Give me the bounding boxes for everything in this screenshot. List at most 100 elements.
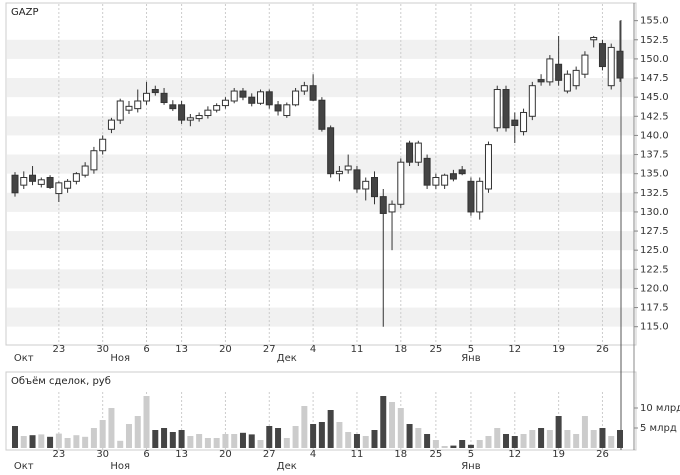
candle-body xyxy=(528,85,536,117)
candle-body xyxy=(572,69,580,87)
volume-bar xyxy=(336,422,343,448)
candle-body xyxy=(81,165,89,176)
candle-body xyxy=(186,117,194,121)
y-tick-label: 122.5 xyxy=(640,264,669,275)
volume-bar xyxy=(204,438,211,448)
y-tick-label: 150.0 xyxy=(640,54,669,65)
candle-body xyxy=(327,127,335,175)
volume-bar xyxy=(432,440,439,448)
candle-body xyxy=(590,36,598,41)
candle-body xyxy=(143,92,151,102)
volume-bar xyxy=(573,434,580,448)
y-tick-label: 137.5 xyxy=(640,150,669,161)
y-tick-label: 152.5 xyxy=(640,35,669,46)
x-tick-label: 13 xyxy=(175,449,188,460)
y-tick-label: 120.0 xyxy=(640,283,669,294)
candle-body xyxy=(484,144,492,190)
month-label: Дек xyxy=(277,353,297,364)
y-tick-label: 130.0 xyxy=(640,207,669,218)
volume-bar xyxy=(380,396,387,448)
volume-bar xyxy=(599,428,606,448)
volume-bar xyxy=(362,436,369,448)
volume-bar xyxy=(82,436,89,448)
x-tick-label: 25 xyxy=(430,449,443,460)
volume-bar xyxy=(494,428,501,448)
volume-bar xyxy=(275,428,282,448)
volume-bar xyxy=(143,396,150,448)
x-tick-label: 12 xyxy=(508,344,521,355)
candle-body xyxy=(20,177,28,186)
volume-bar xyxy=(134,416,141,448)
candle-body xyxy=(239,90,247,98)
candle-body xyxy=(265,91,273,106)
volume-bar xyxy=(169,432,176,448)
volume-bar xyxy=(266,426,273,448)
volume-bar xyxy=(239,432,246,448)
candle-body xyxy=(423,157,431,186)
y-tick-label: 132.5 xyxy=(640,188,669,199)
x-tick-label: 12 xyxy=(508,449,521,460)
volume-bar xyxy=(108,408,115,448)
volume-bar xyxy=(345,432,352,448)
candle-body xyxy=(11,174,19,194)
candle-body xyxy=(125,105,133,111)
volume-bar xyxy=(213,438,220,448)
candle-body xyxy=(204,109,212,117)
x-tick-label: 30 xyxy=(96,449,109,460)
volume-bar xyxy=(73,435,80,448)
volume-bar xyxy=(476,440,483,448)
candle-body xyxy=(432,177,440,186)
volume-bar xyxy=(520,434,527,448)
candle-body xyxy=(178,104,186,121)
candle-body xyxy=(476,180,484,213)
grid-band xyxy=(7,307,634,327)
month-label: Окт xyxy=(14,461,34,472)
candle-body xyxy=(406,142,414,163)
month-label: Дек xyxy=(277,461,297,472)
x-tick-label: 20 xyxy=(219,449,232,460)
x-tick-label: 4 xyxy=(310,449,316,460)
x-tick-label: 26 xyxy=(596,344,609,355)
volume-bar xyxy=(406,424,413,448)
candle-body xyxy=(116,100,124,121)
candle-body xyxy=(318,99,326,130)
volume-bar xyxy=(397,408,404,448)
x-tick-label: 27 xyxy=(263,449,276,460)
month-label: Окт xyxy=(14,353,34,364)
candle-body xyxy=(353,169,361,190)
volume-bar xyxy=(231,434,238,448)
grid-band xyxy=(7,154,634,174)
candle-body xyxy=(274,104,282,112)
candle-body xyxy=(335,170,343,175)
volume-title: Объём сделок, руб xyxy=(11,376,111,387)
volume-bar xyxy=(590,430,597,448)
x-tick-label: 11 xyxy=(351,449,364,460)
candle-body xyxy=(397,161,405,205)
volume-bar xyxy=(415,428,422,448)
candle-body xyxy=(257,91,265,104)
volume-tick-label: 5 млрд xyxy=(640,423,677,434)
volume-bar xyxy=(555,416,562,448)
volume-bar xyxy=(64,438,71,448)
candle-body xyxy=(546,58,554,83)
volume-bar xyxy=(257,440,264,448)
x-tick-label: 5 xyxy=(468,344,474,355)
volume-bar xyxy=(301,406,308,448)
y-tick-label: 135.0 xyxy=(640,169,669,180)
volume-bar xyxy=(564,430,571,448)
y-tick-label: 117.5 xyxy=(640,303,669,314)
y-tick-label: 127.5 xyxy=(640,226,669,237)
candle-body xyxy=(344,165,352,171)
grid-band xyxy=(7,231,634,251)
volume-bar xyxy=(283,438,290,448)
x-tick-label: 11 xyxy=(351,344,364,355)
volume-bar xyxy=(327,410,334,448)
volume-bar xyxy=(467,444,474,448)
candle-body xyxy=(55,182,63,195)
candle-body xyxy=(46,177,54,188)
volume-bar xyxy=(310,424,317,448)
candle-body xyxy=(537,79,545,83)
volume-bar xyxy=(485,436,492,448)
volume-bar xyxy=(38,434,45,448)
x-tick-label: 6 xyxy=(143,344,149,355)
